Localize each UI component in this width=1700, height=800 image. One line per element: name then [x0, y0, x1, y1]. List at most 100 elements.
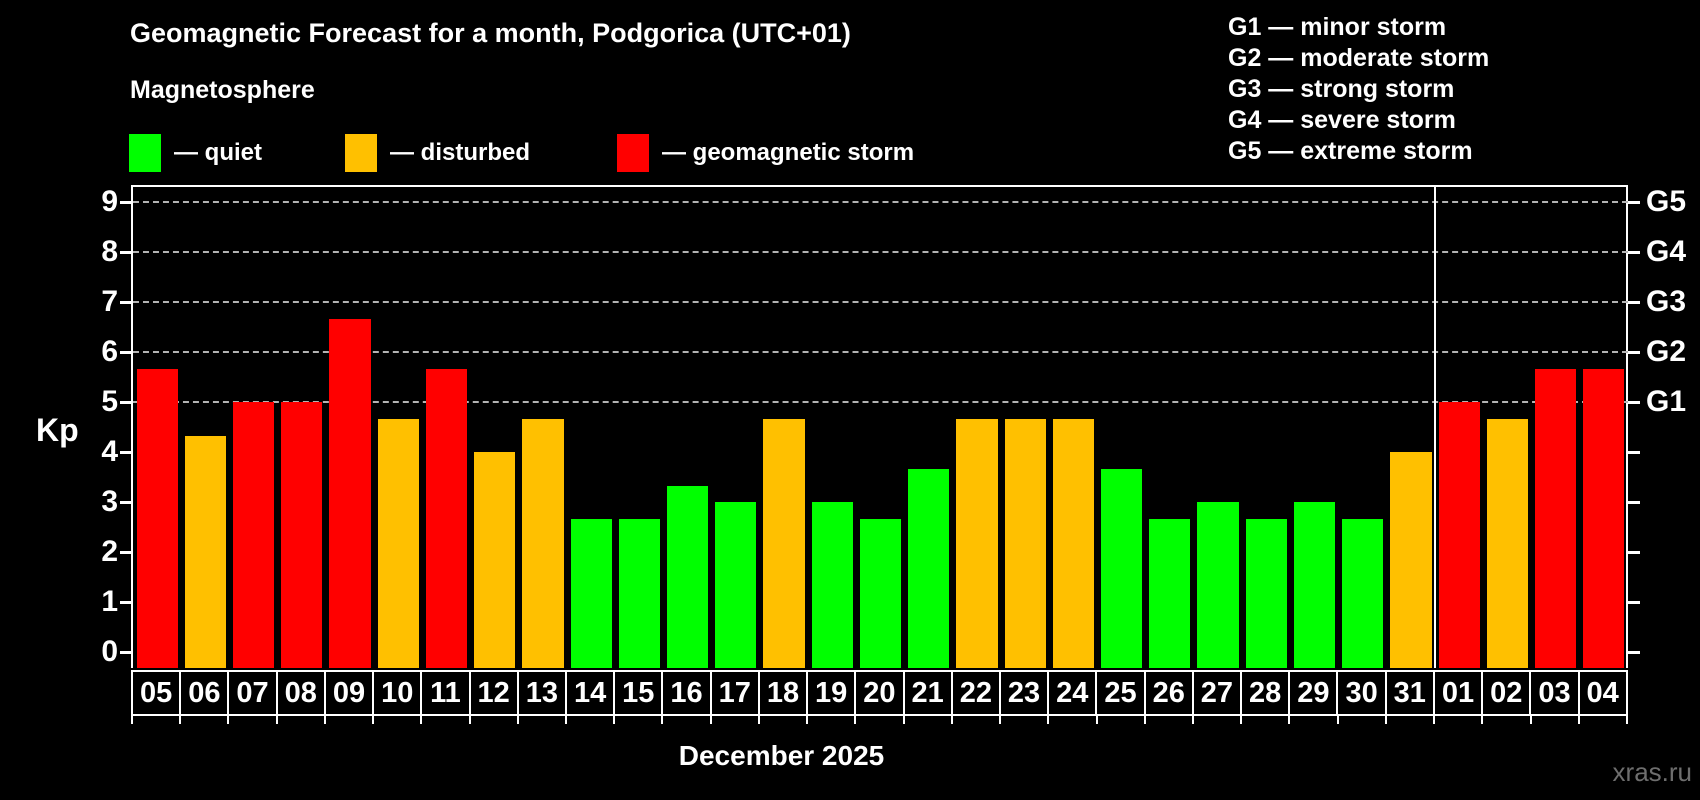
- right-tick-1: [1628, 601, 1640, 604]
- bar-day-07: [232, 402, 275, 668]
- day-label-07: 07: [227, 670, 278, 716]
- day-label-05: 05: [131, 670, 182, 716]
- y-tick-4: [120, 451, 131, 454]
- storm-color-swatch: [617, 134, 649, 172]
- x-boundary-tick-14: [806, 716, 809, 724]
- y-tick-8: [120, 251, 131, 254]
- day-label-12: 12: [468, 670, 519, 716]
- g-scale-label-G5: G5: [1646, 185, 1687, 218]
- g2-legend-line: G2 — moderate storm: [1228, 44, 1490, 72]
- x-boundary-tick-27: [1433, 716, 1436, 724]
- x-axis-title: December 2025: [678, 740, 885, 771]
- bar-day-06: [184, 435, 226, 668]
- bar-day-15: [618, 518, 660, 668]
- bar-day-27: [1197, 502, 1239, 668]
- y-tick-label-0: 0: [101, 635, 118, 668]
- gridline-kp5: [133, 401, 1628, 403]
- bar-day-29: [1293, 502, 1336, 668]
- day-label-22: 22: [950, 670, 1001, 716]
- y-tick-label-9: 9: [101, 185, 118, 218]
- y-tick-label-3: 3: [101, 485, 118, 518]
- y-tick-7: [120, 301, 131, 304]
- bar-day-05: [136, 368, 178, 668]
- x-boundary-tick-23: [1240, 716, 1243, 724]
- bar-day-08: [281, 402, 323, 668]
- bar-day-20: [859, 518, 902, 668]
- chart-title: Geomagnetic Forecast for a month, Podgor…: [130, 18, 851, 48]
- legend-item-storm: — geomagnetic storm: [617, 134, 914, 172]
- g-scale-legend: G1 — minor storm G2 — moderate storm G3 …: [1228, 12, 1489, 167]
- bar-day-13: [522, 418, 564, 668]
- x-boundary-tick-5: [372, 716, 375, 724]
- g-scale-label-G2: G2: [1646, 335, 1687, 368]
- bar-day-12: [474, 452, 516, 668]
- bar-day-10: [377, 418, 419, 668]
- x-boundary-tick-22: [1191, 716, 1194, 724]
- day-label-26: 26: [1143, 670, 1194, 716]
- bar-day-03: [1535, 368, 1577, 668]
- y-tick-label-8: 8: [101, 235, 118, 268]
- x-boundary-tick-6: [420, 716, 423, 724]
- gridline-kp8: [133, 251, 1628, 253]
- day-label-17: 17: [709, 670, 760, 716]
- day-label-23: 23: [998, 670, 1050, 716]
- day-label-11: 11: [420, 670, 471, 716]
- g1-legend-line: G1 — minor storm: [1228, 13, 1447, 41]
- day-label-03: 03: [1529, 670, 1580, 716]
- day-label-21: 21: [902, 670, 953, 716]
- bar-day-18: [763, 418, 805, 668]
- right-tick-6: [1628, 351, 1640, 354]
- day-label-02: 02: [1481, 670, 1532, 716]
- legend-label-disturbed: — disturbed: [390, 139, 531, 166]
- day-label-13: 13: [516, 670, 567, 716]
- bar-day-01: [1438, 402, 1480, 668]
- legend-item-quiet: — quiet: [129, 134, 262, 172]
- bar-day-09: [329, 318, 371, 668]
- right-tick-8: [1628, 251, 1640, 254]
- right-tick-2: [1628, 551, 1640, 554]
- day-label-09: 09: [323, 670, 375, 716]
- bar-day-24: [1052, 418, 1094, 668]
- month-separator-line: [1434, 185, 1437, 668]
- bar-day-11: [425, 368, 468, 668]
- g5-legend-line: G5 — extreme storm: [1228, 137, 1473, 165]
- right-tick-3: [1628, 501, 1640, 504]
- x-boundary-tick-13: [757, 716, 760, 724]
- y-tick-5: [120, 401, 131, 404]
- right-tick-0: [1628, 651, 1640, 654]
- y-tick-6: [120, 351, 131, 354]
- day-label-31: 31: [1384, 670, 1435, 716]
- chart-subtitle: Magnetosphere: [130, 76, 315, 104]
- day-label-06: 06: [179, 670, 230, 716]
- x-boundary-tick-10: [613, 716, 616, 724]
- bar-day-19: [811, 502, 853, 668]
- gridline-kp7: [133, 301, 1628, 303]
- y-tick-1: [120, 601, 131, 604]
- legend-label-quiet: — quiet: [174, 139, 262, 166]
- y-tick-label-2: 2: [101, 535, 118, 568]
- right-tick-9: [1628, 201, 1640, 204]
- legend-label-storm: — geomagnetic storm: [662, 139, 915, 166]
- day-label-18: 18: [757, 670, 809, 716]
- x-boundary-tick-15: [854, 716, 857, 724]
- y-tick-3: [120, 501, 131, 504]
- x-boundary-tick-3: [275, 716, 278, 724]
- bar-day-25: [1101, 468, 1143, 668]
- day-label-01: 01: [1432, 670, 1484, 716]
- day-label-29: 29: [1288, 670, 1339, 716]
- gridline-kp9: [133, 201, 1628, 203]
- x-boundary-tick-19: [1047, 716, 1050, 724]
- x-boundary-tick-26: [1384, 716, 1387, 724]
- right-axis-line: [1626, 185, 1628, 668]
- g-scale-label-G1: G1: [1646, 385, 1687, 418]
- legend-item-disturbed: — disturbed: [345, 134, 530, 172]
- y-axis-title: Kp: [36, 412, 79, 448]
- x-boundary-tick-28: [1481, 716, 1484, 724]
- y-tick-2: [120, 551, 131, 554]
- watermark: xras.ru: [1612, 757, 1692, 787]
- x-boundary-tick-9: [565, 716, 568, 724]
- day-label-04: 04: [1577, 670, 1628, 716]
- y-tick-label-1: 1: [101, 585, 118, 618]
- day-label-10: 10: [372, 670, 423, 716]
- bar-day-28: [1245, 518, 1287, 668]
